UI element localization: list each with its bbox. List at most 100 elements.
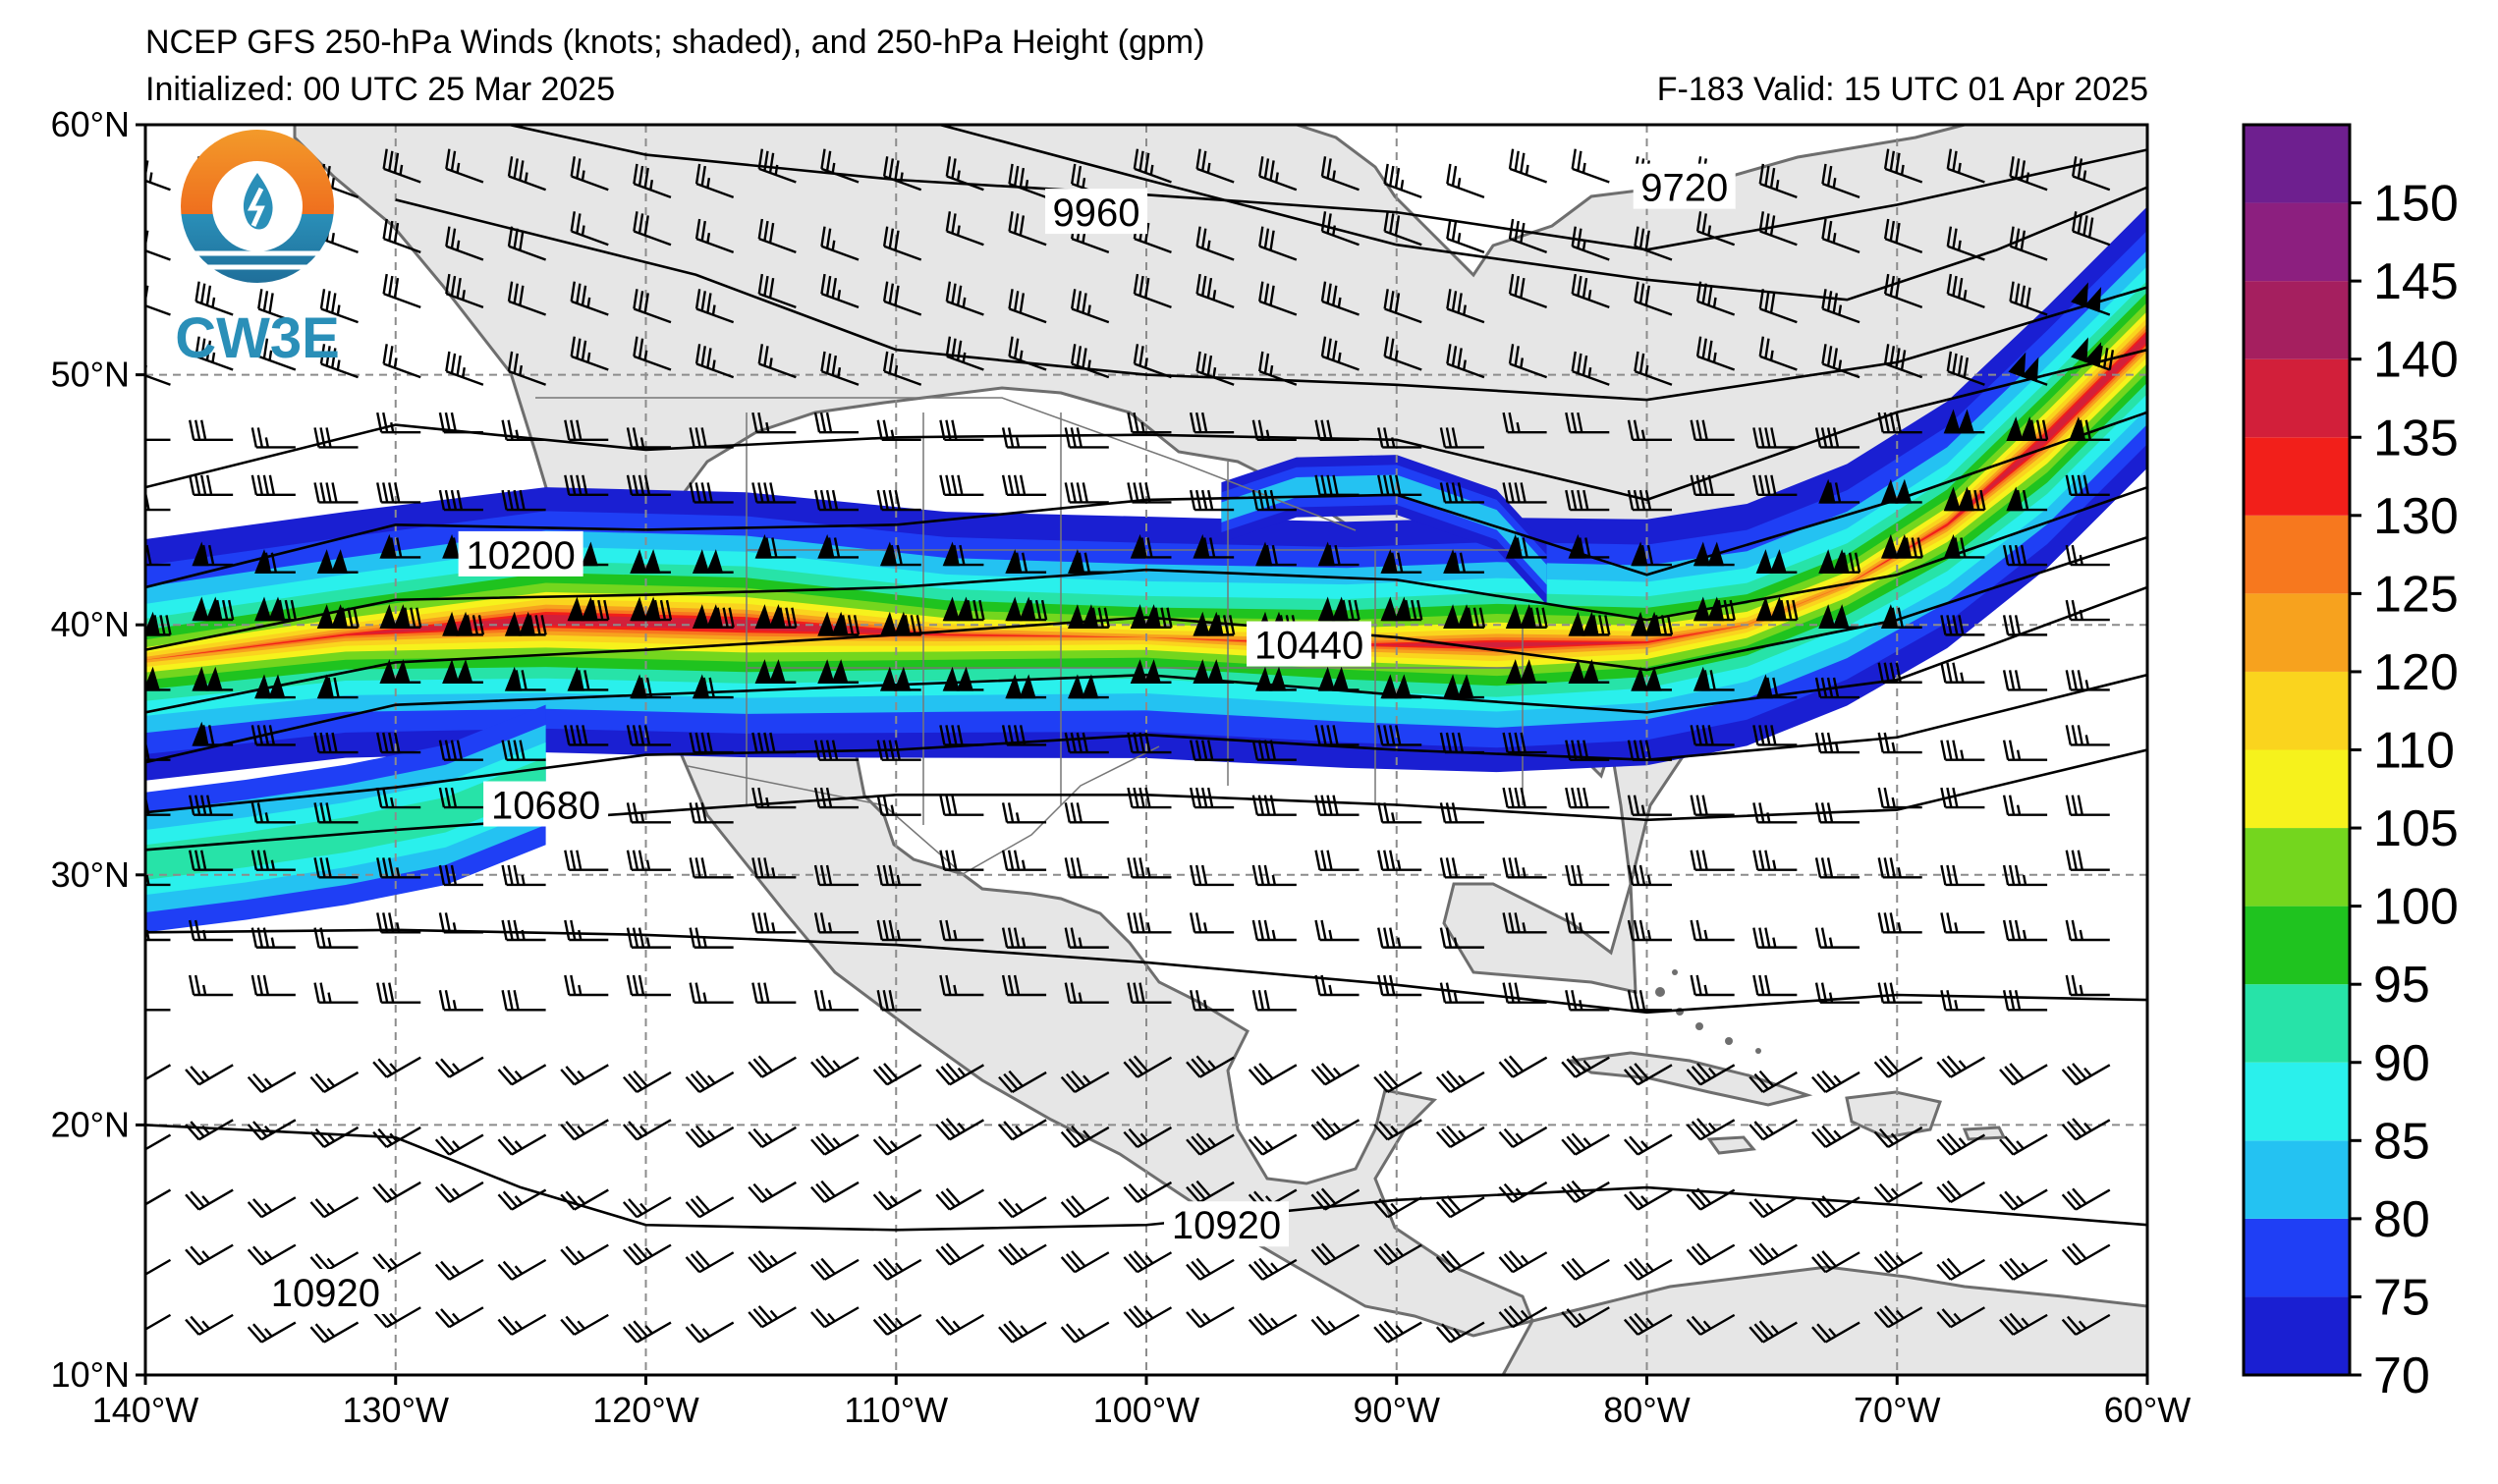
wind-barb — [817, 533, 860, 559]
wind-barb — [1565, 740, 1610, 761]
wind-barb — [188, 419, 234, 441]
wind-barb — [630, 596, 673, 622]
wind-barb — [1883, 273, 1923, 308]
wind-barb — [1373, 1196, 1422, 1219]
wind-barb — [998, 1242, 1047, 1266]
wind-barb — [1248, 1063, 1298, 1086]
wind-barb — [1565, 912, 1610, 934]
wind-barb — [2002, 615, 2048, 636]
wind-barb — [1568, 533, 1610, 559]
wind-barb — [194, 336, 234, 371]
wind-barb — [751, 982, 797, 1004]
contour-labels: 9960 9720 10200 10440 10680 10920 10920 — [262, 163, 1736, 1315]
contour-label: 10680 — [491, 785, 600, 828]
wind-barb — [1752, 974, 1798, 997]
wind-barb — [382, 273, 421, 308]
wind-barb — [145, 1009, 171, 1012]
wind-barb — [939, 474, 984, 497]
wind-barb — [1193, 659, 1235, 684]
wind-barb — [1123, 1305, 1173, 1329]
water-drop-icon — [243, 173, 273, 230]
wind-barb — [1251, 990, 1297, 1012]
wind-barb — [810, 1180, 860, 1203]
wind-barb — [1133, 148, 1172, 184]
wind-barb — [438, 412, 483, 434]
wind-barb — [1443, 604, 1486, 629]
wind-barb — [1068, 604, 1110, 629]
wind-barb — [1502, 732, 1547, 754]
wind-barb — [1880, 604, 1922, 629]
colorbar-swatch — [2244, 202, 2350, 282]
wind-barb — [1127, 732, 1172, 754]
wind-barb — [1695, 336, 1736, 371]
wind-barb — [1565, 489, 1610, 512]
wind-barb — [820, 351, 860, 386]
wind-barb — [1627, 489, 1672, 512]
wind-barb — [145, 929, 171, 942]
wind-barb — [1752, 850, 1798, 871]
wind-barb — [1693, 541, 1735, 567]
jamaica-land — [1706, 1135, 1756, 1155]
wind-barb — [748, 1305, 797, 1329]
wind-barb — [560, 1119, 609, 1141]
wind-barb — [2065, 795, 2110, 816]
wind-barb — [1818, 478, 1860, 504]
wind-barb — [1561, 1257, 1610, 1281]
wind-barb — [1498, 1250, 1548, 1274]
wind-barb — [2065, 670, 2110, 691]
wind-barb — [876, 990, 921, 1012]
wind-barb — [939, 725, 984, 746]
wind-barb — [633, 211, 672, 247]
wind-barb — [2061, 1242, 2111, 1266]
wind-barb — [694, 344, 735, 379]
wind-barb — [1255, 541, 1297, 567]
wind-barb — [442, 659, 483, 684]
wind-barb — [434, 1258, 484, 1281]
wind-barb — [1435, 1070, 1485, 1093]
wind-barb — [622, 1119, 672, 1141]
wind-barb — [1127, 912, 1172, 934]
wind-barb — [379, 604, 422, 629]
wind-barb — [694, 218, 735, 253]
wind-barb — [1195, 351, 1235, 386]
wind-barb — [1314, 850, 1360, 871]
wind-barb — [1251, 795, 1297, 816]
wind-barb — [247, 1243, 297, 1266]
wind-barb — [1186, 1132, 1235, 1156]
colorbar-swatch — [2244, 358, 2350, 438]
wind-barb — [1686, 1242, 1736, 1266]
wind-barb — [372, 1181, 421, 1203]
wind-barb — [626, 427, 671, 449]
wind-barb — [1752, 725, 1798, 746]
wind-barb — [376, 912, 421, 934]
wind-barb — [1377, 802, 1422, 824]
wind-barb — [1695, 281, 1736, 316]
colorbar-swatch — [2244, 984, 2350, 1063]
wind-barb — [1568, 611, 1611, 636]
wind-barb — [2009, 226, 2048, 261]
wind-barb — [882, 351, 922, 386]
wind-barb — [1631, 541, 1672, 567]
wind-barb — [501, 740, 546, 761]
wind-barb — [685, 1125, 735, 1148]
wind-barb — [1001, 974, 1047, 997]
wind-barb — [1001, 850, 1047, 871]
wind-barb — [1940, 990, 1985, 1012]
colorbar-label: 130 — [2373, 488, 2459, 545]
wind-barb — [1814, 732, 1860, 754]
bahamas-islands — [1655, 969, 1761, 1054]
height-contour-line — [145, 1124, 2147, 1232]
wind-barb — [813, 740, 860, 761]
contour-label-bg — [458, 530, 583, 577]
wind-barb — [438, 489, 483, 512]
height-contour-line — [395, 198, 2147, 402]
wind-barb — [1623, 1063, 1673, 1086]
wind-barb — [1193, 533, 1235, 559]
wind-barb — [379, 533, 421, 559]
wind-barb — [1755, 549, 1798, 574]
wind-barb — [1811, 1070, 1860, 1093]
wind-barb — [501, 990, 546, 1012]
contour-label: 10200 — [467, 534, 576, 577]
wind-barb — [445, 273, 484, 308]
wind-barb — [1999, 1257, 2048, 1281]
